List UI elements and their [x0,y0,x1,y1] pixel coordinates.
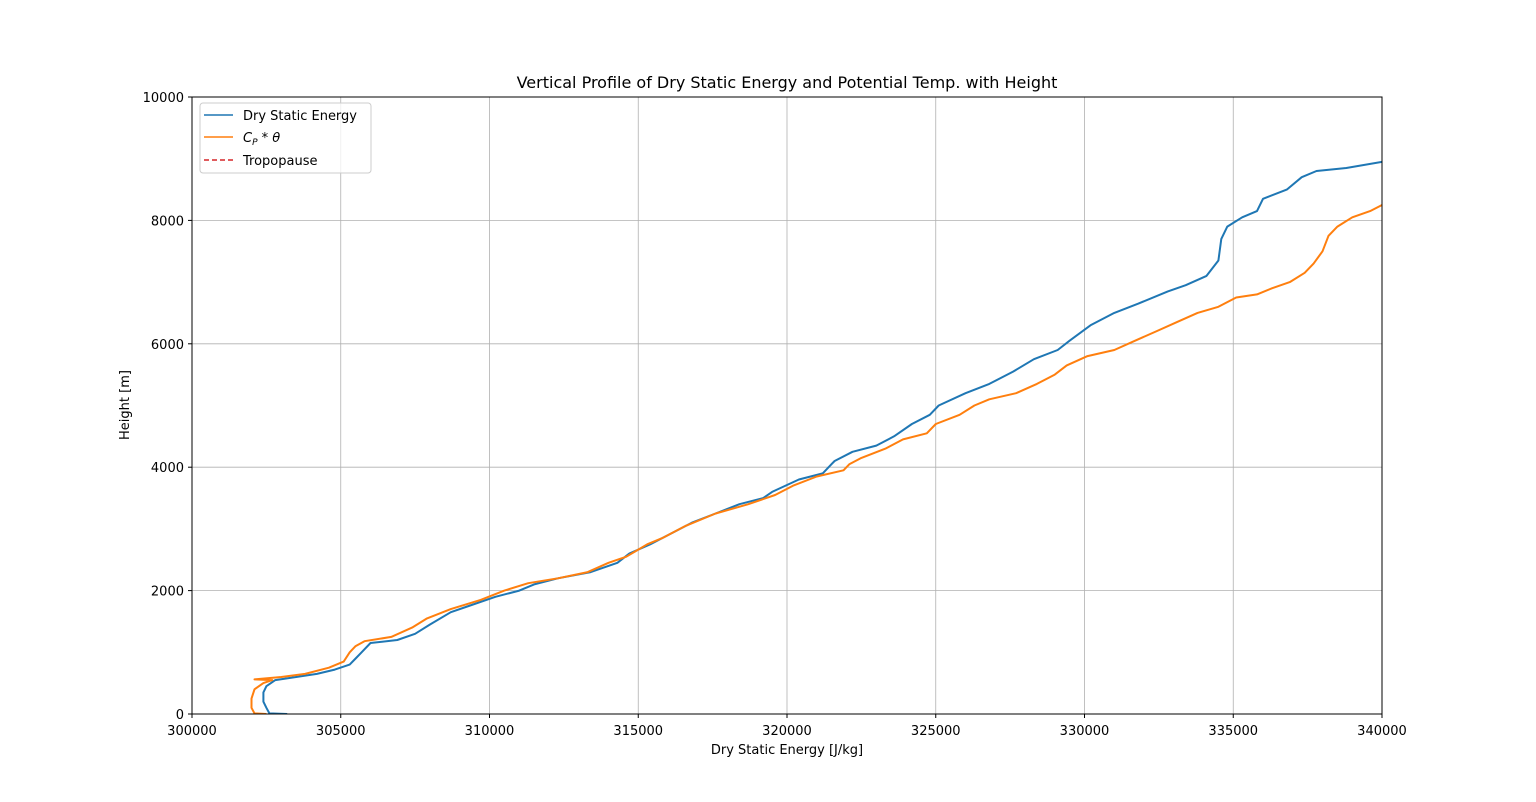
x-tick-label: 310000 [465,724,515,739]
legend-label-cptheta: CP * θ [243,131,280,148]
y-tick-label: 6000 [151,338,184,353]
y-tick-label: 8000 [151,214,184,229]
y-tick-label: 2000 [151,585,184,600]
y-tick-label: 0 [176,708,184,723]
series-layer [250,160,1382,714]
x-tick-label: 340000 [1357,724,1407,739]
series-line-1 [250,204,1382,714]
chart-title: Vertical Profile of Dry Static Energy an… [517,73,1058,92]
legend: Dry Static Energy CP * θ Tropopause [199,102,372,174]
legend-box [199,102,372,174]
x-tick-label: 300000 [167,724,217,739]
series-line-0 [262,160,1382,714]
x-tick-label: 325000 [911,724,961,739]
x-tick-label: 305000 [316,724,366,739]
legend-label-dse: Dry Static Energy [243,109,357,124]
grid-layer [191,96,1383,715]
x-tick-label: 335000 [1208,724,1258,739]
y-tick-label: 10000 [143,91,184,106]
x-tick-label: 315000 [613,724,663,739]
x-axis-label: Dry Static Energy [J/kg] [711,743,863,758]
x-tick-label: 330000 [1060,724,1110,739]
x-tick-label: 320000 [762,724,812,739]
tick-layer: 300000 305000 310000 315000 320000 325000 3300… [143,91,1407,739]
y-tick-label: 4000 [151,461,184,476]
y-axis-label: Height [m] [118,370,133,440]
legend-label-tropopause: Tropopause [242,154,317,169]
